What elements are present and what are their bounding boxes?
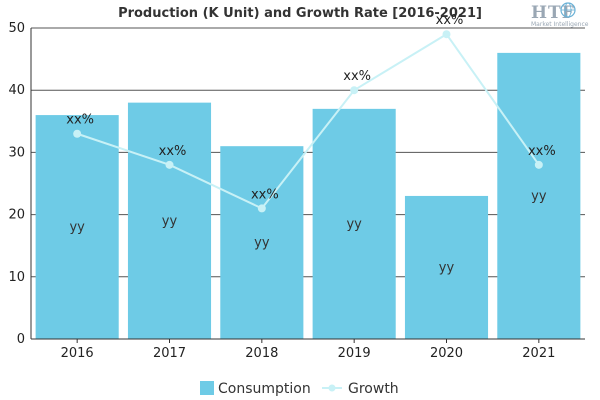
x-tick-label: 2017 <box>153 346 186 361</box>
growth-data-label: xx% <box>159 144 187 159</box>
bar-data-label: yy <box>254 236 270 251</box>
bar <box>497 52 581 339</box>
gridlines <box>31 27 585 278</box>
bar-data-label: yy <box>162 214 178 229</box>
y-tick-label: 20 <box>8 208 25 223</box>
x-tick-label: 2021 <box>522 346 555 361</box>
y-tick-label: 30 <box>8 145 25 160</box>
bar <box>312 108 396 339</box>
bar <box>127 102 212 339</box>
x-tick-label: 2019 <box>338 346 371 361</box>
chart-title: Production (K Unit) and Growth Rate [201… <box>118 6 482 21</box>
x-tick-label: 2020 <box>430 346 463 361</box>
growth-point <box>350 86 359 95</box>
growth-data-label: xx% <box>251 187 279 202</box>
growth-data-label: xx% <box>343 69 371 84</box>
legend-marker-growth <box>328 384 336 392</box>
line-series <box>73 30 543 213</box>
legend-label-growth: Growth <box>348 381 399 397</box>
bar <box>404 195 489 339</box>
x-tick-label: 2016 <box>61 346 94 361</box>
legend-label-consumption: Consumption <box>218 381 311 397</box>
logo: HTF Market Intelligence <box>531 2 589 28</box>
growth-data-label: xx% <box>436 13 464 28</box>
bar-data-label: yy <box>346 217 362 232</box>
legend: Consumption Growth <box>200 381 399 397</box>
growth-point <box>442 30 451 39</box>
y-tick-label: 10 <box>8 270 25 285</box>
growth-point <box>257 204 266 213</box>
globe-icon <box>560 2 576 18</box>
logo-text: HTF <box>531 3 575 23</box>
data-labels: yy yy yy yy yy yy xx% xx% xx% xx% xx% xx% <box>66 13 555 275</box>
y-tick-label: 0 <box>17 332 25 347</box>
bar-series <box>35 52 581 339</box>
growth-line <box>76 32 540 210</box>
growth-point <box>534 160 543 169</box>
bar-data-label: yy <box>531 189 547 204</box>
y-tick-label: 40 <box>8 83 25 98</box>
growth-data-label: xx% <box>66 113 94 128</box>
x-tick-label: 2018 <box>245 346 278 361</box>
logo-subtext: Market Intelligence <box>531 21 589 28</box>
legend-swatch-consumption <box>200 381 214 395</box>
growth-point <box>165 160 174 169</box>
y-tick-label: 50 <box>8 21 25 36</box>
bar <box>35 115 119 339</box>
growth-point <box>73 129 82 138</box>
bar <box>220 146 304 339</box>
axes: 0 10 20 30 40 50 2016 2017 2018 2019 2020 2021 <box>8 21 585 361</box>
bar-data-label: yy <box>69 220 85 235</box>
growth-data-label: xx% <box>528 144 556 159</box>
bar-data-label: yy <box>439 260 455 275</box>
